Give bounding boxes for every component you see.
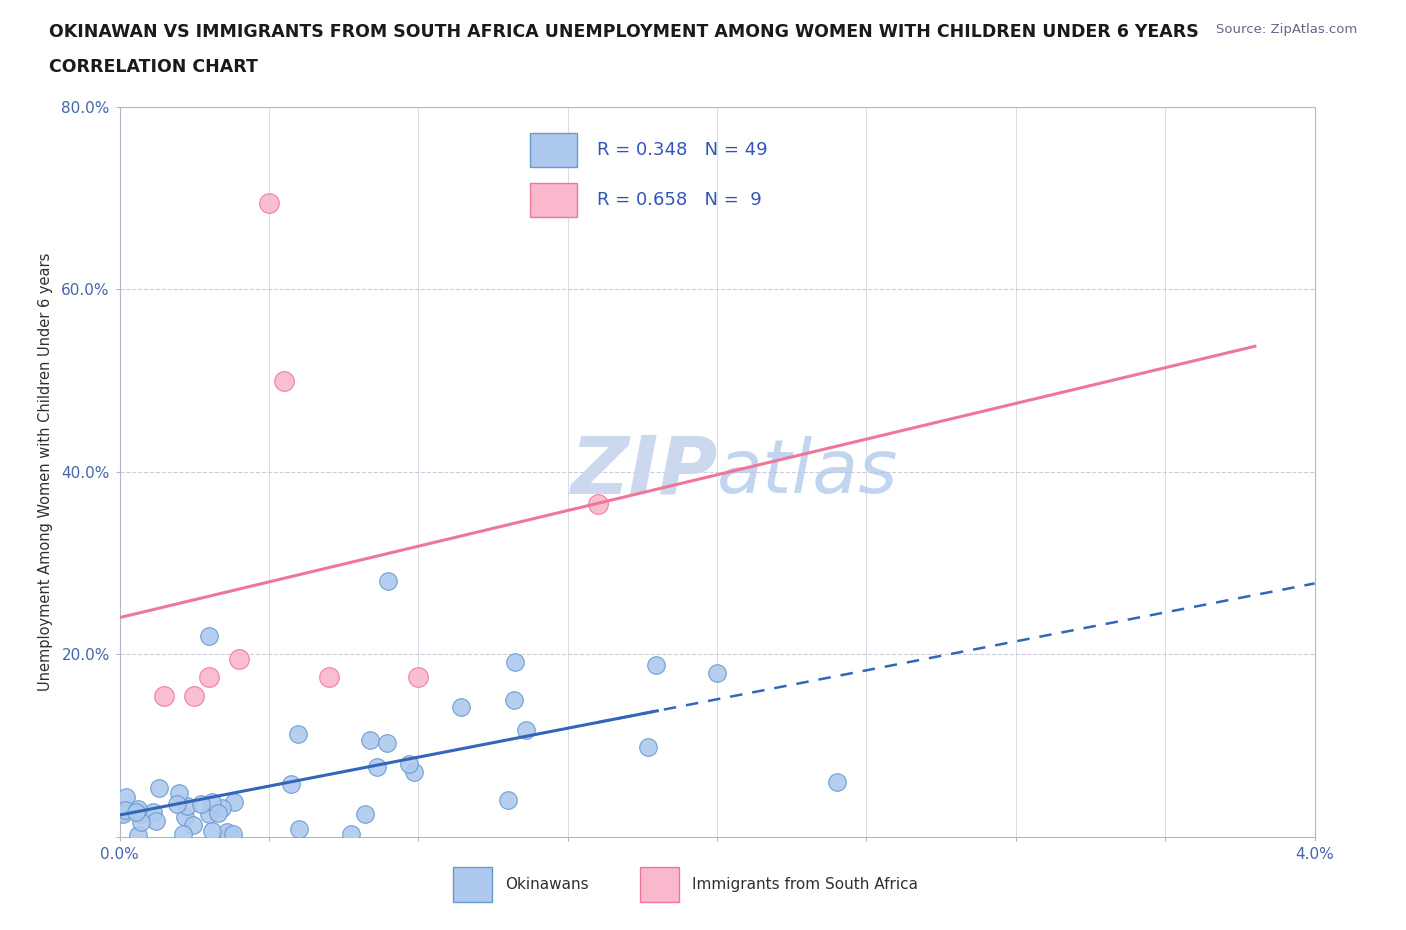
Point	[505, 655, 527, 670]
Point	[377, 574, 399, 589]
Point	[706, 665, 728, 680]
Point	[450, 699, 472, 714]
Point	[197, 806, 219, 821]
Point	[228, 652, 250, 667]
Point	[257, 195, 280, 210]
Point	[515, 723, 537, 737]
Point	[115, 790, 138, 804]
Point	[148, 780, 170, 795]
Point	[125, 804, 148, 819]
Text: atlas: atlas	[717, 436, 898, 508]
Point	[503, 692, 526, 707]
Point	[221, 827, 243, 842]
Text: OKINAWAN VS IMMIGRANTS FROM SOUTH AFRICA UNEMPLOYMENT AMONG WOMEN WITH CHILDREN : OKINAWAN VS IMMIGRANTS FROM SOUTH AFRICA…	[49, 23, 1199, 41]
Point	[354, 806, 377, 821]
Point	[173, 809, 195, 824]
Point	[190, 796, 212, 811]
Point	[408, 670, 430, 684]
Y-axis label: Unemployment Among Women with Children Under 6 years: Unemployment Among Women with Children U…	[38, 253, 53, 691]
Point	[280, 777, 302, 791]
Point	[201, 823, 224, 838]
Point	[200, 794, 222, 809]
Point	[375, 735, 398, 750]
Point	[218, 828, 240, 843]
Point	[211, 801, 233, 816]
Point	[166, 796, 188, 811]
Point	[183, 688, 205, 703]
Point	[359, 732, 381, 747]
Point	[142, 804, 165, 819]
Point	[217, 825, 239, 840]
Point	[496, 793, 519, 808]
Point	[176, 798, 198, 813]
Point	[114, 803, 136, 817]
Point	[181, 817, 204, 832]
Point	[112, 804, 135, 819]
Point	[637, 739, 659, 754]
Point	[198, 629, 221, 644]
Point	[145, 813, 167, 828]
Point	[167, 786, 190, 801]
Point	[129, 806, 152, 821]
Point	[340, 826, 363, 841]
Point	[273, 373, 295, 388]
Text: Source: ZipAtlas.com: Source: ZipAtlas.com	[1216, 23, 1357, 36]
Point	[129, 815, 152, 830]
Text: ZIP: ZIP	[569, 433, 717, 511]
Point	[398, 757, 420, 772]
Point	[825, 775, 848, 790]
Point	[198, 670, 221, 684]
Point	[127, 802, 149, 817]
Text: CORRELATION CHART: CORRELATION CHART	[49, 58, 259, 75]
Point	[222, 795, 245, 810]
Point	[127, 828, 149, 843]
Point	[366, 760, 388, 775]
Point	[645, 658, 668, 672]
Point	[111, 806, 134, 821]
Point	[172, 827, 194, 842]
Point	[586, 497, 609, 512]
Point	[207, 805, 229, 820]
Point	[318, 670, 340, 684]
Point	[404, 764, 426, 779]
Point	[288, 821, 311, 836]
Point	[153, 688, 176, 703]
Point	[287, 726, 309, 741]
